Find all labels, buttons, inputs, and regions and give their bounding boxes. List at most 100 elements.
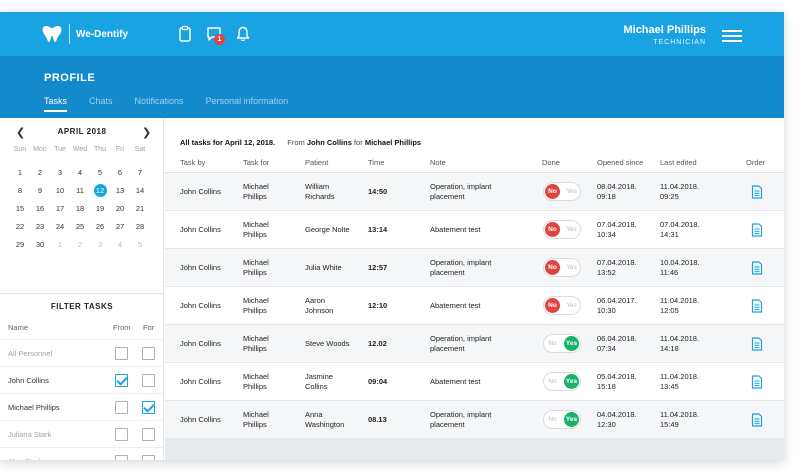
brand-name[interactable]: We-Dentify [76,29,129,40]
done-toggle[interactable]: Yes No [543,220,581,239]
calendar-day-number: 1 [17,168,23,177]
col-last-edited[interactable]: Last edited [660,158,697,167]
filter-from-checkbox[interactable] [115,455,128,460]
calendar-day[interactable]: 23 [30,218,50,236]
chat-icon[interactable] [205,25,223,43]
done-toggle[interactable]: No Yes [543,372,581,391]
calendar-day[interactable]: 19 [90,200,110,218]
weekday-label: Sun [13,146,27,153]
table-row[interactable]: John Collins Michael Phillips George Nolte 1… [165,211,784,249]
col-opened-since[interactable]: Opened since [597,158,644,167]
calendar-day-number: 2 [37,168,43,177]
calendar-day[interactable]: 1 [50,236,70,254]
filter-for-checkbox[interactable] [142,455,155,460]
filter-from-checkbox[interactable] [115,428,128,441]
calendar-day[interactable]: 5 [130,236,150,254]
col-done[interactable]: Done [542,158,560,167]
calendar-day[interactable]: 29 [10,236,30,254]
calendar-day[interactable]: 1 [10,164,30,182]
calendar-day[interactable]: 26 [90,218,110,236]
done-toggle[interactable]: Yes No [543,182,581,201]
done-toggle[interactable]: Yes No [543,258,581,277]
filter-for-checkbox[interactable] [142,428,155,441]
col-task-for[interactable]: Task for [243,158,270,167]
calendar-day[interactable]: 24 [50,218,70,236]
filter-for-checkbox[interactable] [142,374,155,387]
user-name[interactable]: Michael Phillips [623,24,706,36]
calendar-prev-icon[interactable]: ❮ [16,127,26,139]
calendar-day[interactable]: 2 [70,236,90,254]
filter-for-checkbox[interactable] [142,347,155,360]
filter-col-for: For [143,323,155,332]
document-icon[interactable] [751,299,763,313]
done-toggle[interactable]: No Yes [543,410,581,429]
calendar-day[interactable]: 17 [50,200,70,218]
calendar-next-icon[interactable]: ❯ [142,127,152,139]
calendar-day[interactable]: 3 [90,236,110,254]
table-row[interactable]: John Collins Michael Phillips Steve Woods 12… [165,325,784,363]
calendar-day[interactable]: 6 [110,164,130,182]
filter-from-checkbox[interactable] [115,347,128,360]
col-order[interactable]: Order [746,158,766,167]
opened-cell: 07.04.2018. 10:34 [597,220,637,240]
tab-tasks[interactable]: Tasks [44,96,68,112]
calendar-day[interactable]: 20 [110,200,130,218]
calendar-day[interactable]: 13 [110,182,130,200]
bell-icon[interactable] [234,25,252,43]
note-cell: Operation, implant placement [430,334,491,354]
tooth-logo-icon[interactable] [42,24,62,44]
tab-notifications[interactable]: Notifications [134,96,184,106]
calendar-day[interactable]: 3 [50,164,70,182]
calendar-day[interactable]: 4 [70,164,90,182]
col-task-by[interactable]: Task by [180,158,206,167]
calendar-day[interactable]: 2 [30,164,50,182]
calendar-day[interactable]: 9 [30,182,50,200]
document-icon[interactable] [751,185,763,199]
document-icon[interactable] [751,375,763,389]
calendar-day[interactable]: 11 [70,182,90,200]
done-toggle[interactable]: Yes No [543,296,581,315]
task-by-cell: John Collins [180,415,221,424]
calendar-day[interactable]: 8 [10,182,30,200]
calendar-day-selected[interactable]: 12 [90,182,110,200]
calendar-day[interactable]: 25 [70,218,90,236]
filter-for-checkbox[interactable] [142,401,155,414]
done-toggle[interactable]: No Yes [543,334,581,353]
table-row[interactable]: John Collins Michael Phillips Anna Washingto… [165,401,784,439]
calendar-day[interactable]: 22 [10,218,30,236]
document-icon[interactable] [751,413,763,427]
tab-personal-information[interactable]: Personal information [205,96,289,106]
menu-icon[interactable] [722,30,742,42]
tab-chats[interactable]: Chats [89,96,113,106]
task-for-cell-line: Phillips [243,306,267,315]
task-for-cell-line: Michael [243,334,269,343]
patient-cell-line: William [305,182,330,191]
calendar-day[interactable]: 27 [110,218,130,236]
calendar-day[interactable]: 16 [30,200,50,218]
filter-from-checkbox[interactable] [115,374,128,387]
calendar-day[interactable]: 14 [130,182,150,200]
table-row[interactable]: John Collins Michael Phillips William Richar… [165,173,784,211]
col-note[interactable]: Note [430,158,446,167]
calendar-day[interactable]: 15 [10,200,30,218]
calendar-day[interactable]: 5 [90,164,110,182]
clipboard-icon[interactable] [176,25,194,43]
table-row[interactable]: John Collins Michael Phillips Aaron Johnson 1… [165,287,784,325]
calendar-day[interactable]: 4 [110,236,130,254]
calendar-day[interactable]: 21 [130,200,150,218]
table-row[interactable]: John Collins Michael Phillips Jasmine Collin… [165,363,784,401]
col-time[interactable]: Time [368,158,385,167]
calendar-day[interactable]: 28 [130,218,150,236]
document-icon[interactable] [751,223,763,237]
col-patient[interactable]: Patient [305,158,329,167]
document-icon[interactable] [751,337,763,351]
edited-cell-line: 11.04.2018. [660,334,700,343]
calendar-day[interactable]: 10 [50,182,70,200]
calendar-day[interactable]: 7 [130,164,150,182]
table-row[interactable]: John Collins Michael Phillips Julia White 12… [165,249,784,287]
document-icon[interactable] [751,261,763,275]
calendar-day[interactable]: 18 [70,200,90,218]
filter-from-checkbox[interactable] [115,401,128,414]
calendar-day[interactable]: 30 [30,236,50,254]
calendar-day-number: 7 [137,168,143,177]
